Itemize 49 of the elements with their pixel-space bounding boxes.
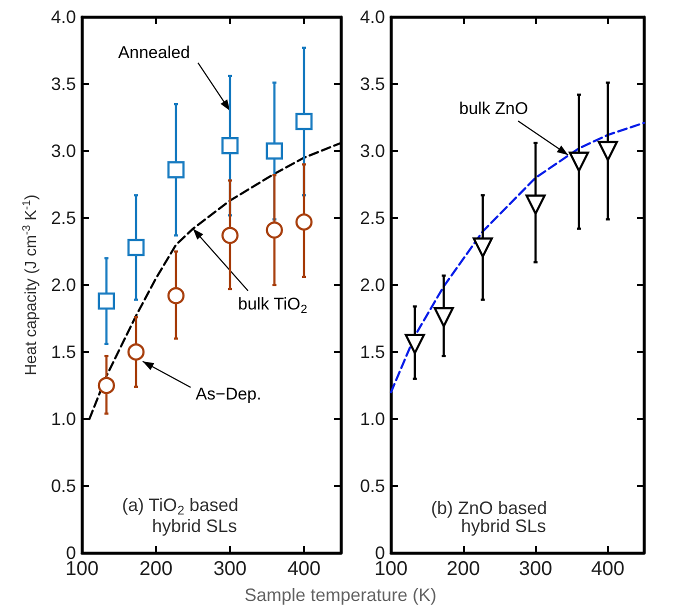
x-tick-label: 100 [374, 558, 408, 580]
annotation: bulk ZnO [459, 99, 528, 118]
y-tick-label: 1.5 [50, 342, 76, 362]
y-axis-title: Heat capacity (J cm-3 K-1) [20, 194, 40, 376]
y-tick-label: 1.0 [50, 409, 76, 429]
point [98, 376, 116, 394]
x-tick-label: 200 [446, 558, 480, 580]
point [434, 307, 454, 328]
point [221, 226, 239, 244]
point [472, 237, 493, 258]
point [221, 137, 239, 154]
y-tick-label: 3.5 [360, 74, 385, 94]
y-tick-label: 1.0 [360, 409, 385, 429]
y-tick-label: 2.5 [50, 208, 76, 228]
point [295, 213, 313, 231]
x-tick-label: 300 [213, 558, 247, 580]
x-tick-label: 400 [287, 558, 321, 580]
point [266, 142, 283, 160]
point [598, 140, 618, 162]
point [568, 152, 590, 172]
x-tick-label: 200 [139, 558, 173, 580]
y-tick-label: 1.5 [360, 342, 385, 362]
point [98, 292, 116, 310]
x-axis-title: Sample temperature (K) [243, 585, 438, 606]
y-tick-label: 2.0 [360, 275, 385, 295]
point [167, 287, 185, 304]
y-tick-label: 3.5 [50, 74, 76, 94]
y-tick-label: 2.5 [360, 208, 385, 228]
point [404, 334, 425, 354]
annotation: (b) ZnO based hybrid SLs [431, 498, 548, 536]
y-tick-label: 3.0 [360, 141, 385, 161]
y-tick-label: 2.0 [50, 275, 76, 295]
annotation: Annealed [118, 42, 190, 62]
x-tick-label: 300 [518, 558, 552, 580]
y-tick-label: 0.5 [50, 476, 76, 496]
y-tick-label: 3.0 [50, 141, 76, 161]
y-tick-label: 4.0 [360, 7, 385, 27]
line-series [390, 122, 646, 394]
x-tick-label: 100 [65, 558, 99, 580]
point [295, 112, 313, 130]
point [525, 194, 546, 215]
point [127, 238, 145, 256]
annotation: As−Dep. [196, 384, 262, 404]
y-tick-label: 0.5 [360, 476, 385, 496]
point [266, 221, 283, 239]
x-tick-label: 400 [591, 558, 625, 580]
point [167, 161, 185, 178]
y-tick-label: 4.0 [50, 7, 76, 27]
point [127, 343, 145, 361]
